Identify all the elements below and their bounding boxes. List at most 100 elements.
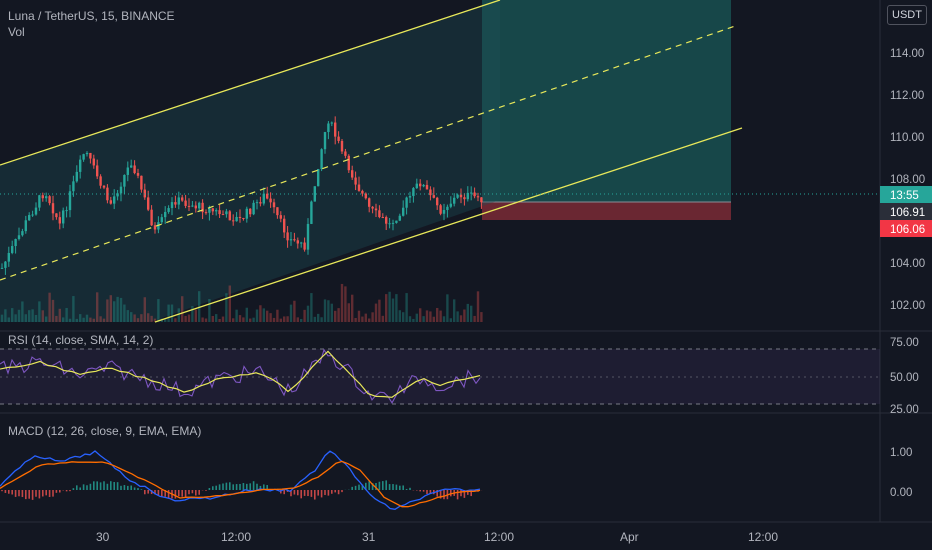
candle-body (317, 169, 320, 187)
candle-body (374, 208, 378, 211)
candle-body (14, 239, 17, 247)
candle-body (337, 136, 340, 141)
macd-histogram-bar (395, 484, 398, 490)
volume-bar (323, 299, 327, 322)
candle-body (85, 152, 89, 155)
volume-bar (235, 309, 238, 322)
volume-bar (45, 316, 48, 322)
candle-body (221, 214, 225, 216)
volume-bar (286, 316, 289, 322)
macd-histogram-bar (297, 490, 299, 496)
macd-histogram-bar (378, 481, 381, 490)
candle-body (463, 197, 466, 200)
time-tick: 12:00 (748, 530, 778, 544)
macd-histogram-bar (405, 488, 408, 490)
candle-body (415, 183, 418, 189)
channel-lower-line[interactable] (154, 127, 743, 323)
candle-body (0, 267, 4, 269)
macd-histogram-bar (365, 482, 367, 490)
candle-body (167, 208, 170, 212)
volume-bar (228, 285, 231, 322)
countdown-label: 13:55 (890, 190, 919, 202)
volume-indicator-label[interactable]: Vol (8, 25, 25, 39)
macd-histogram-bar (184, 490, 187, 498)
volume-bar (449, 318, 452, 322)
volume-bar (470, 305, 473, 322)
candle-body (385, 217, 388, 224)
candle-body (150, 209, 153, 226)
volume-bar (262, 308, 265, 322)
macd-histogram-bar (154, 490, 156, 495)
volume-bar (89, 317, 92, 322)
volume-bar (364, 313, 367, 322)
volume-bar (119, 297, 123, 322)
candle-body (7, 252, 10, 262)
macd-histogram-bar (212, 486, 214, 490)
volume-bar (480, 312, 483, 322)
time-tick: 31 (362, 530, 376, 544)
channel-upper-line[interactable] (0, 0, 501, 166)
volume-bar (215, 314, 218, 322)
stop-price-tag (880, 220, 932, 237)
price-tick: 110.00 (890, 132, 924, 144)
macd-histogram-bar (409, 487, 411, 490)
macd-histogram-bar (76, 485, 78, 490)
candle-body (293, 239, 296, 241)
volume-bar (306, 305, 310, 322)
candle-body (405, 197, 408, 208)
candle-body (320, 149, 323, 170)
volume-bar (211, 315, 214, 322)
volume-bar (28, 310, 31, 322)
macd-histogram-bar (127, 485, 129, 490)
macd-histogram-bar (93, 481, 95, 490)
volume-bar (327, 300, 330, 322)
position-profit-zone[interactable] (482, 0, 731, 202)
macd-histogram-bar (178, 490, 180, 497)
macd-histogram-bar (113, 482, 115, 490)
candle-body (381, 217, 384, 219)
macd-histogram-bar (205, 490, 207, 491)
currency-button[interactable]: USDT (887, 5, 927, 25)
volume-bar (310, 293, 313, 322)
candle-body (48, 196, 51, 204)
candle-body (24, 220, 27, 232)
rsi-indicator-label[interactable]: RSI (14, close, SMA, 14, 2) (8, 333, 154, 347)
last-price-tag (880, 203, 932, 220)
candle-body (391, 222, 395, 224)
macd-histogram-bar (341, 490, 343, 493)
candle-body (422, 184, 425, 187)
candle-body (480, 197, 483, 203)
candle-body (446, 206, 449, 211)
candle-body (456, 194, 459, 198)
candle-body (184, 200, 187, 206)
symbol-title[interactable]: Luna / TetherUS, 15, BINANCE (8, 9, 175, 23)
volume-bar (14, 314, 17, 322)
candle-body (340, 140, 344, 152)
volume-bar (347, 303, 350, 322)
candle-body (466, 192, 469, 200)
volume-bar (48, 292, 51, 322)
macd-histogram-bar (150, 490, 153, 495)
candle-body (279, 215, 282, 219)
macd-histogram-bar (65, 490, 68, 492)
candle-body (147, 197, 150, 210)
macd-histogram-bar (320, 490, 323, 498)
last-price-label: 106.91 (890, 207, 925, 219)
volume-bar (317, 313, 320, 322)
volume-bar (123, 304, 126, 322)
candle-body (119, 186, 123, 194)
candle-body (286, 232, 289, 241)
macd-histogram-bar (300, 490, 302, 499)
candle-body (429, 189, 432, 196)
volume-bar (320, 317, 323, 322)
price-tick: 114.00 (890, 48, 924, 60)
macd-histogram-bar (4, 490, 7, 493)
macd-histogram-bar (293, 490, 296, 495)
macd-indicator-label[interactable]: MACD (12, 26, close, 9, EMA, EMA) (8, 424, 202, 438)
position-loss-zone[interactable] (482, 202, 731, 220)
channel-middle-line[interactable] (0, 24, 739, 281)
candle-body (89, 152, 92, 159)
volume-bar (289, 304, 293, 322)
candle-body (41, 195, 44, 199)
